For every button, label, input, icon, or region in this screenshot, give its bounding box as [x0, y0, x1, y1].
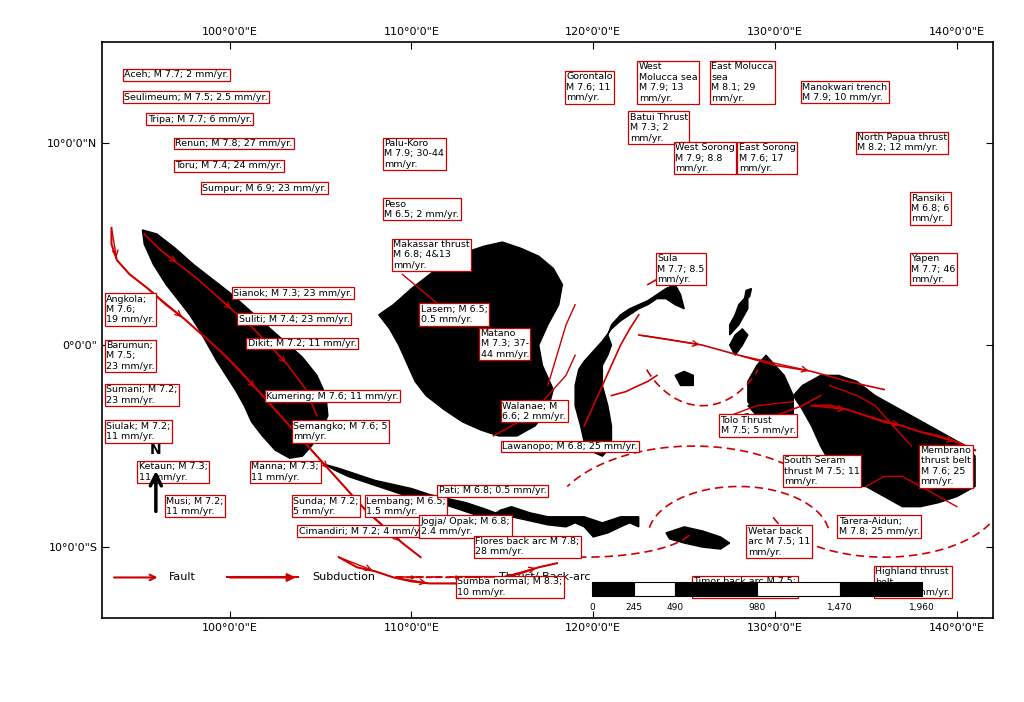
Polygon shape: [794, 376, 975, 507]
FancyBboxPatch shape: [634, 582, 675, 596]
Text: Tripa; M 7.7; 6 mm/yr.: Tripa; M 7.7; 6 mm/yr.: [147, 115, 252, 124]
Polygon shape: [142, 230, 328, 458]
Text: Manokwari trench
M 7.9; 10 mm/yr.: Manokwari trench M 7.9; 10 mm/yr.: [803, 83, 888, 102]
Text: North Papua thrust
M 8.2; 12 mm/yr.: North Papua thrust M 8.2; 12 mm/yr.: [857, 133, 947, 152]
Text: Tolo Thrust
M 7.5; 5 mm/yr.: Tolo Thrust M 7.5; 5 mm/yr.: [721, 416, 796, 435]
Text: Walanae; M
6.6; 2 mm/yr.: Walanae; M 6.6; 2 mm/yr.: [503, 402, 566, 421]
Text: Barumun;
M 7.5;
23 mm/yr.: Barumun; M 7.5; 23 mm/yr.: [106, 341, 155, 371]
Polygon shape: [379, 242, 562, 436]
Text: N: N: [151, 442, 162, 456]
Text: Sianok; M 7.3; 23 mm/yr.: Sianok; M 7.3; 23 mm/yr.: [233, 289, 352, 298]
Text: Tarera-Aidun;
M 7.8; 25 mm/yr.: Tarera-Aidun; M 7.8; 25 mm/yr.: [839, 517, 920, 536]
Text: East Molucca
sea
M 8.1; 29
mm/yr.: East Molucca sea M 8.1; 29 mm/yr.: [712, 62, 774, 102]
Text: Lawanopo; M 6.8; 25 mm/yr.: Lawanopo; M 6.8; 25 mm/yr.: [503, 442, 638, 451]
Text: Pati; M 6.8; 0.5 mm/yr.: Pati; M 6.8; 0.5 mm/yr.: [438, 486, 547, 496]
Polygon shape: [748, 355, 794, 422]
Text: Dikit; M 7.2; 11 mm/yr.: Dikit; M 7.2; 11 mm/yr.: [248, 339, 356, 348]
Text: km: km: [931, 584, 946, 594]
Text: Lasem; M 6.5;
0.5 mm/yr.: Lasem; M 6.5; 0.5 mm/yr.: [421, 305, 487, 324]
Text: Matano
M 7.3; 37-
44 mm/yr.: Matano M 7.3; 37- 44 mm/yr.: [480, 329, 529, 359]
Text: Siulak; M 7.2;
11 mm/yr.: Siulak; M 7.2; 11 mm/yr.: [106, 422, 170, 442]
Text: Flores back arc M 7.8;
28 mm/yr.: Flores back arc M 7.8; 28 mm/yr.: [475, 537, 580, 557]
Polygon shape: [666, 527, 730, 549]
Text: Timor back arc M 7.5;
30 mm/yr.: Timor back arc M 7.5; 30 mm/yr.: [693, 577, 797, 597]
Text: 980: 980: [749, 603, 766, 612]
Text: Manna; M 7.3;
11 mm/yr.: Manna; M 7.3; 11 mm/yr.: [252, 462, 319, 482]
Text: Ransiki
M 6.8; 6
mm/yr.: Ransiki M 6.8; 6 mm/yr.: [911, 194, 950, 223]
Text: West
Molucca sea
M 7.9; 13
mm/yr.: West Molucca sea M 7.9; 13 mm/yr.: [639, 62, 697, 102]
Polygon shape: [499, 507, 639, 537]
Text: Seulimeum; M 7.5; 2.5 mm/yr.: Seulimeum; M 7.5; 2.5 mm/yr.: [124, 93, 268, 102]
Text: Yapen
M 7.7; 46
mm/yr.: Yapen M 7.7; 46 mm/yr.: [911, 254, 955, 284]
Polygon shape: [730, 329, 748, 355]
Text: Highland thrust
belt
M 7.0; 3 mm/yr.: Highland thrust belt M 7.0; 3 mm/yr.: [876, 567, 950, 597]
Text: Subduction: Subduction: [311, 572, 375, 583]
Text: Sula
M 7.7; 8.5
mm/yr.: Sula M 7.7; 8.5 mm/yr.: [657, 254, 705, 284]
Polygon shape: [738, 413, 754, 424]
Text: Musi; M 7.2;
11 mm/yr.: Musi; M 7.2; 11 mm/yr.: [166, 496, 223, 516]
Polygon shape: [496, 511, 508, 521]
Polygon shape: [575, 284, 684, 456]
Text: 1,960: 1,960: [909, 603, 935, 612]
Text: Peso
M 6.5; 2 mm/yr.: Peso M 6.5; 2 mm/yr.: [384, 199, 459, 219]
Text: 1,470: 1,470: [826, 603, 852, 612]
Text: Toru; M 7.4; 24 mm/yr.: Toru; M 7.4; 24 mm/yr.: [175, 161, 283, 171]
Text: Suliti; M 7.4; 23 mm/yr.: Suliti; M 7.4; 23 mm/yr.: [239, 314, 349, 324]
Text: Membrano
thrust belt
M 7.6; 25
mm/yr.: Membrano thrust belt M 7.6; 25 mm/yr.: [921, 446, 972, 486]
Polygon shape: [675, 371, 693, 385]
Text: 490: 490: [667, 603, 683, 612]
Polygon shape: [748, 402, 784, 422]
Text: Renun; M 7.8; 27 mm/yr.: Renun; M 7.8; 27 mm/yr.: [175, 139, 293, 148]
Text: Ketaun; M 7.3;
11 mm/yr.: Ketaun; M 7.3; 11 mm/yr.: [139, 462, 208, 482]
Text: Sumpur; M 6.9; 23 mm/yr.: Sumpur; M 6.9; 23 mm/yr.: [203, 183, 327, 192]
Text: Makassar thrust
M 6.8; 4&13
mm/yr.: Makassar thrust M 6.8; 4&13 mm/yr.: [393, 240, 470, 270]
Text: Angkola;
M 7.6;
19 mm/yr.: Angkola; M 7.6; 19 mm/yr.: [106, 295, 155, 324]
Text: Thrust/ Back-arc: Thrust/ Back-arc: [499, 572, 591, 583]
Text: Kumering; M 7.6; 11 mm/yr.: Kumering; M 7.6; 11 mm/yr.: [266, 392, 398, 401]
FancyBboxPatch shape: [675, 582, 757, 596]
FancyBboxPatch shape: [840, 582, 922, 596]
Text: Fault: Fault: [169, 572, 196, 583]
Text: West Sorong
M 7.9; 8.8
mm/yr.: West Sorong M 7.9; 8.8 mm/yr.: [675, 143, 735, 173]
Text: Sunda; M 7.2;
5 mm/yr.: Sunda; M 7.2; 5 mm/yr.: [293, 496, 358, 516]
Text: 0: 0: [590, 603, 595, 612]
Text: Aceh; M 7.7; 2 mm/yr.: Aceh; M 7.7; 2 mm/yr.: [124, 70, 228, 79]
Text: Palu-Koro
M 7.9; 30-44
mm/yr.: Palu-Koro M 7.9; 30-44 mm/yr.: [384, 139, 444, 169]
Polygon shape: [325, 464, 496, 519]
Text: Gorontalo
M 7.6; 11
mm/yr.: Gorontalo M 7.6; 11 mm/yr.: [566, 72, 612, 102]
Text: East Sorong
M 7.6; 17
mm/yr.: East Sorong M 7.6; 17 mm/yr.: [738, 143, 796, 173]
Text: Sumani; M 7.2;
23 mm/yr.: Sumani; M 7.2; 23 mm/yr.: [106, 385, 177, 405]
Text: Cimandiri; M 7.2; 4 mm/yr.: Cimandiri; M 7.2; 4 mm/yr.: [299, 527, 426, 536]
Text: Lembang; M 6.5;
1.5 mm/yr.: Lembang; M 6.5; 1.5 mm/yr.: [366, 496, 445, 516]
Text: Sumba normal; M 8.3;
10 mm/yr.: Sumba normal; M 8.3; 10 mm/yr.: [457, 577, 562, 597]
Text: Jogja/ Opak; M 6.8;
2.4 mm/yr.: Jogja/ Opak; M 6.8; 2.4 mm/yr.: [421, 517, 510, 536]
Text: 245: 245: [625, 603, 642, 612]
FancyBboxPatch shape: [757, 582, 840, 596]
Text: Batui Thrust
M 7.3; 2
mm/yr.: Batui Thrust M 7.3; 2 mm/yr.: [630, 113, 688, 143]
Text: South Seram
thrust M 7.5; 11
mm/yr.: South Seram thrust M 7.5; 11 mm/yr.: [784, 456, 860, 486]
Text: Wetar back
arc M 7.5; 11
mm/yr.: Wetar back arc M 7.5; 11 mm/yr.: [748, 527, 810, 557]
Polygon shape: [730, 295, 748, 335]
Polygon shape: [744, 289, 752, 300]
Text: Semangko; M 7.6; 5
mm/yr.: Semangko; M 7.6; 5 mm/yr.: [293, 422, 388, 442]
FancyBboxPatch shape: [592, 582, 634, 596]
